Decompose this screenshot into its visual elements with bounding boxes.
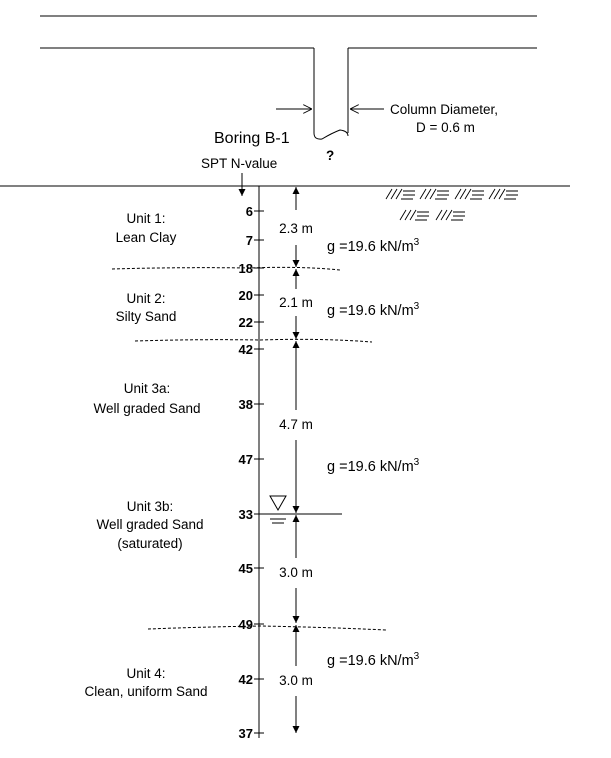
- unit-description: Well graded Sand: [96, 517, 203, 532]
- unit-weight-label: g =19.6 kN/m3: [327, 457, 420, 475]
- spt-value: 47: [239, 452, 253, 467]
- unit-weight-label: g =19.6 kN/m3: [327, 237, 420, 255]
- structure: [40, 15, 537, 140]
- unit-label: Unit 3b:: [127, 499, 174, 514]
- column-diameter-value: D = 0.6 m: [416, 120, 475, 135]
- unit-description: (saturated): [117, 536, 182, 551]
- unit-label: Unit 4:: [126, 666, 165, 681]
- layer-boundary: [111, 266, 341, 271]
- unit-description: Well graded Sand: [93, 401, 200, 416]
- spt-label: SPT N-value: [201, 156, 277, 171]
- spt-value: 33: [239, 507, 253, 522]
- spt-value: 18: [239, 261, 253, 276]
- water-table-symbol: [259, 495, 342, 524]
- spt-value: 20: [239, 288, 253, 303]
- boring-title: Boring B-1: [214, 130, 290, 147]
- spt-value: 6: [246, 204, 253, 219]
- spt-value: 49: [239, 617, 253, 632]
- spt-value: 38: [239, 397, 253, 412]
- unit-weight-label: g =19.6 kN/m3: [327, 301, 420, 319]
- thickness-label: 4.7 m: [279, 417, 313, 432]
- soil-hatch-symbol: [385, 188, 518, 221]
- unit-label: Unit 2:: [126, 291, 165, 306]
- spt-value: 42: [239, 342, 253, 357]
- thickness-label: 2.3 m: [279, 221, 313, 236]
- unit-weight-label: g =19.6 kN/m3: [327, 651, 420, 669]
- spt-value: 45: [239, 561, 253, 576]
- column-diameter-label: Column Diameter,: [390, 102, 498, 117]
- layer-boundary: [147, 625, 387, 631]
- unit-description: Clean, uniform Sand: [84, 684, 207, 699]
- thickness-label: 3.0 m: [279, 565, 313, 580]
- unit-label: Unit 3a:: [124, 381, 171, 396]
- unit-description: Lean Clay: [116, 230, 177, 245]
- spt-value: 37: [239, 726, 253, 741]
- unit-description: Silty Sand: [116, 309, 177, 324]
- thickness-label: 2.1 m: [279, 295, 313, 310]
- layer-boundary: [134, 338, 373, 343]
- unknown-depth-mark: ?: [326, 148, 334, 163]
- spt-value: 7: [246, 233, 253, 248]
- spt-value: 42: [239, 672, 253, 687]
- thickness-label: 3.0 m: [279, 673, 313, 688]
- unit-label: Unit 1:: [126, 211, 165, 226]
- spt-value: 22: [239, 315, 253, 330]
